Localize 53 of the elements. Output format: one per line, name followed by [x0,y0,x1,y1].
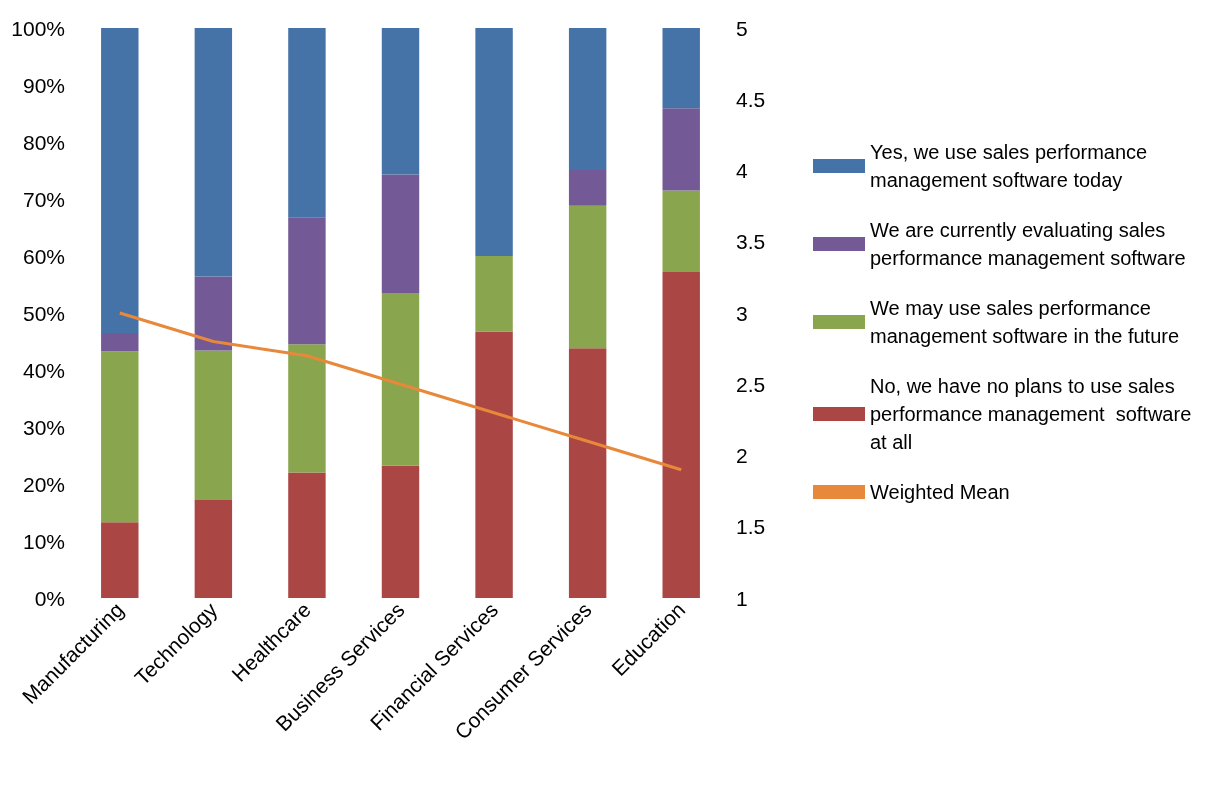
legend-label: Weighted Mean [870,481,1010,503]
line-series [118,311,683,472]
y-tick-label: 0% [34,586,65,610]
bar [662,108,700,191]
bar [475,331,513,598]
bar [475,28,513,256]
legend-label: We may use sales performance management software in the future [870,297,1180,347]
bar [194,350,233,500]
y-tick-label: 40% [22,358,65,382]
bar [662,190,700,272]
bar [568,169,607,206]
bar [101,332,139,352]
y-tick-label: 50% [22,301,65,325]
y2-tick-label: 2 [736,444,748,467]
bar [568,205,607,349]
bar [475,256,513,332]
bar [101,522,139,598]
bar [288,472,326,598]
bar [381,28,420,175]
bar [381,465,420,598]
bar [568,28,607,170]
bar [662,28,700,109]
bar [194,499,233,598]
bar [194,28,233,277]
legend-label: Yes, we use sales performance management software today [870,141,1153,191]
y2-tick-label: 3 [736,301,748,325]
bar [662,271,700,598]
bar [288,28,326,218]
bar [288,217,326,345]
y-tick-label: 30% [22,415,65,439]
bar [568,348,607,598]
bar [101,28,139,333]
bar [381,293,420,466]
y-tick-label: 80% [22,130,65,154]
y2-tick-label: 1 [736,586,748,610]
bar [288,344,326,473]
y-tick-label: 90% [22,73,65,97]
y2-tick-label: 3.5 [736,230,766,254]
y2-tick-label: 1.5 [736,515,766,539]
y-tick-label: 70% [22,187,65,211]
bar [194,276,233,351]
y2-tick-label: 4 [736,159,748,182]
y-tick-label: 100% [11,16,65,40]
y2-tick-label: 2.5 [736,372,766,396]
y-tick-label: 60% [22,244,65,268]
y2-tick-label: 4.5 [736,87,766,111]
y-tick-label: 20% [22,472,65,496]
bar [101,351,139,523]
y-tick-label: 10% [22,529,65,553]
bar [381,174,420,294]
legend-label: No, we have no plans to use sales performance management software at all [870,375,1197,453]
legend-label: We are currently evaluating sales performance management software [870,219,1186,269]
y2-tick-label: 5 [736,16,748,40]
